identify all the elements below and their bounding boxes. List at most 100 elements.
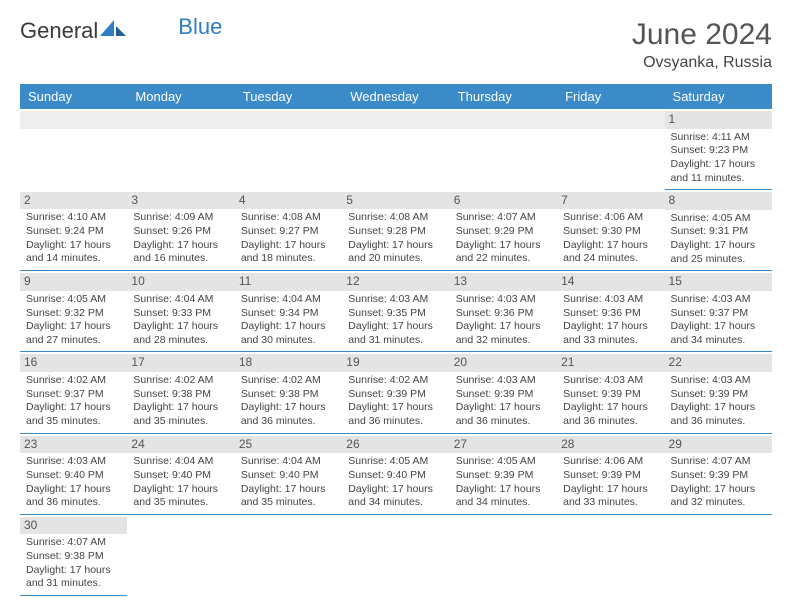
sunrise-text: Sunrise: 4:04 AM	[133, 455, 228, 469]
day-number: 20	[450, 354, 557, 372]
sunrise-text: Sunrise: 4:02 AM	[133, 374, 228, 388]
sunset-text: Sunset: 9:39 PM	[563, 469, 658, 483]
daylight-text: Daylight: 17 hours and 35 minutes.	[133, 401, 228, 428]
sunset-text: Sunset: 9:39 PM	[563, 388, 658, 402]
day-number: 23	[20, 436, 127, 454]
calendar-cell	[557, 514, 664, 595]
daylight-text: Daylight: 17 hours and 36 minutes.	[348, 401, 443, 428]
daylight-text: Daylight: 17 hours and 32 minutes.	[456, 320, 551, 347]
logo: General Blue	[20, 18, 222, 44]
weekday-header: Saturday	[665, 84, 772, 109]
sunset-text: Sunset: 9:38 PM	[133, 388, 228, 402]
day-number: 10	[127, 273, 234, 291]
day-number: 7	[557, 192, 664, 210]
sunset-text: Sunset: 9:30 PM	[563, 225, 658, 239]
sunrise-text: Sunrise: 4:03 AM	[671, 293, 766, 307]
daylight-text: Daylight: 17 hours and 31 minutes.	[348, 320, 443, 347]
calendar-cell: 6Sunrise: 4:07 AMSunset: 9:29 PMDaylight…	[450, 190, 557, 271]
sunrise-text: Sunrise: 4:02 AM	[26, 374, 121, 388]
calendar-cell: 8Sunrise: 4:05 AMSunset: 9:31 PMDaylight…	[665, 190, 772, 271]
weekday-row: Sunday Monday Tuesday Wednesday Thursday…	[20, 84, 772, 109]
sunset-text: Sunset: 9:31 PM	[671, 225, 766, 239]
daylight-text: Daylight: 17 hours and 31 minutes.	[26, 564, 121, 591]
sunrise-text: Sunrise: 4:03 AM	[456, 374, 551, 388]
day-number: 19	[342, 354, 449, 372]
daylight-text: Daylight: 17 hours and 33 minutes.	[563, 483, 658, 510]
calendar-cell: 21Sunrise: 4:03 AMSunset: 9:39 PMDayligh…	[557, 352, 664, 433]
sunset-text: Sunset: 9:29 PM	[456, 225, 551, 239]
calendar-row: 2Sunrise: 4:10 AMSunset: 9:24 PMDaylight…	[20, 190, 772, 271]
day-number: 5	[342, 192, 449, 210]
sunset-text: Sunset: 9:39 PM	[671, 469, 766, 483]
sunrise-text: Sunrise: 4:03 AM	[671, 374, 766, 388]
calendar-cell: 23Sunrise: 4:03 AMSunset: 9:40 PMDayligh…	[20, 433, 127, 514]
weekday-header: Wednesday	[342, 84, 449, 109]
sunrise-text: Sunrise: 4:03 AM	[348, 293, 443, 307]
day-number: 2	[20, 192, 127, 210]
sunrise-text: Sunrise: 4:02 AM	[241, 374, 336, 388]
calendar-cell: 25Sunrise: 4:04 AMSunset: 9:40 PMDayligh…	[235, 433, 342, 514]
day-number: 15	[665, 273, 772, 291]
weekday-header: Thursday	[450, 84, 557, 109]
calendar-cell: 4Sunrise: 4:08 AMSunset: 9:27 PMDaylight…	[235, 190, 342, 271]
daylight-text: Daylight: 17 hours and 34 minutes.	[348, 483, 443, 510]
sunrise-text: Sunrise: 4:05 AM	[456, 455, 551, 469]
logo-word1: General	[20, 18, 98, 44]
calendar-cell	[342, 109, 449, 190]
sunset-text: Sunset: 9:32 PM	[26, 307, 121, 321]
sunrise-text: Sunrise: 4:03 AM	[563, 374, 658, 388]
calendar-cell	[665, 514, 772, 595]
daylight-text: Daylight: 17 hours and 36 minutes.	[671, 401, 766, 428]
day-number: 4	[235, 192, 342, 210]
calendar-cell	[450, 514, 557, 595]
day-number: 1	[665, 111, 772, 129]
logo-word2: Blue	[178, 14, 222, 40]
sunset-text: Sunset: 9:39 PM	[456, 388, 551, 402]
daylight-text: Daylight: 17 hours and 16 minutes.	[133, 239, 228, 266]
daylight-text: Daylight: 17 hours and 35 minutes.	[133, 483, 228, 510]
header: General Blue June 2024 Ovsyanka, Russia	[20, 18, 772, 72]
sunrise-text: Sunrise: 4:11 AM	[671, 131, 766, 145]
month-title: June 2024	[632, 18, 772, 52]
daylight-text: Daylight: 17 hours and 11 minutes.	[671, 158, 766, 185]
daylight-text: Daylight: 17 hours and 30 minutes.	[241, 320, 336, 347]
day-number: 9	[20, 273, 127, 291]
day-number: 14	[557, 273, 664, 291]
calendar-cell: 19Sunrise: 4:02 AMSunset: 9:39 PMDayligh…	[342, 352, 449, 433]
daylight-text: Daylight: 17 hours and 36 minutes.	[26, 483, 121, 510]
daylight-text: Daylight: 17 hours and 36 minutes.	[241, 401, 336, 428]
daylight-text: Daylight: 17 hours and 25 minutes.	[671, 239, 766, 266]
calendar-cell: 13Sunrise: 4:03 AMSunset: 9:36 PMDayligh…	[450, 271, 557, 352]
calendar-cell: 18Sunrise: 4:02 AMSunset: 9:38 PMDayligh…	[235, 352, 342, 433]
calendar-cell: 22Sunrise: 4:03 AMSunset: 9:39 PMDayligh…	[665, 352, 772, 433]
sunrise-text: Sunrise: 4:07 AM	[671, 455, 766, 469]
weekday-header: Tuesday	[235, 84, 342, 109]
sunrise-text: Sunrise: 4:05 AM	[348, 455, 443, 469]
sunset-text: Sunset: 9:40 PM	[133, 469, 228, 483]
calendar-cell: 14Sunrise: 4:03 AMSunset: 9:36 PMDayligh…	[557, 271, 664, 352]
sunrise-text: Sunrise: 4:07 AM	[456, 211, 551, 225]
calendar-cell: 15Sunrise: 4:03 AMSunset: 9:37 PMDayligh…	[665, 271, 772, 352]
sunrise-text: Sunrise: 4:06 AM	[563, 211, 658, 225]
sunrise-text: Sunrise: 4:08 AM	[348, 211, 443, 225]
day-number: 17	[127, 354, 234, 372]
sunrise-text: Sunrise: 4:05 AM	[671, 212, 766, 226]
calendar-row: 30Sunrise: 4:07 AMSunset: 9:38 PMDayligh…	[20, 514, 772, 595]
calendar-cell: 26Sunrise: 4:05 AMSunset: 9:40 PMDayligh…	[342, 433, 449, 514]
sunrise-text: Sunrise: 4:02 AM	[348, 374, 443, 388]
calendar-cell	[127, 109, 234, 190]
day-number: 3	[127, 192, 234, 210]
daylight-text: Daylight: 17 hours and 34 minutes.	[671, 320, 766, 347]
calendar-cell: 24Sunrise: 4:04 AMSunset: 9:40 PMDayligh…	[127, 433, 234, 514]
sunrise-text: Sunrise: 4:06 AM	[563, 455, 658, 469]
sunrise-text: Sunrise: 4:08 AM	[241, 211, 336, 225]
daylight-text: Daylight: 17 hours and 33 minutes.	[563, 320, 658, 347]
sunset-text: Sunset: 9:35 PM	[348, 307, 443, 321]
calendar-cell	[127, 514, 234, 595]
sunset-text: Sunset: 9:34 PM	[241, 307, 336, 321]
sunrise-text: Sunrise: 4:10 AM	[26, 211, 121, 225]
sunrise-text: Sunrise: 4:09 AM	[133, 211, 228, 225]
daylight-text: Daylight: 17 hours and 22 minutes.	[456, 239, 551, 266]
sunset-text: Sunset: 9:37 PM	[26, 388, 121, 402]
weekday-header: Sunday	[20, 84, 127, 109]
